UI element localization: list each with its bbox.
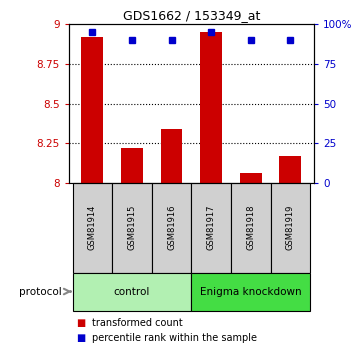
Text: GSM81917: GSM81917 xyxy=(206,205,216,250)
Title: GDS1662 / 153349_at: GDS1662 / 153349_at xyxy=(123,9,260,22)
Bar xyxy=(191,183,231,273)
Bar xyxy=(279,156,301,183)
Text: transformed count: transformed count xyxy=(92,318,183,327)
Text: ■: ■ xyxy=(76,318,85,327)
Bar xyxy=(152,183,191,273)
Text: percentile rank within the sample: percentile rank within the sample xyxy=(92,333,257,343)
Text: ■: ■ xyxy=(76,333,85,343)
Bar xyxy=(270,183,310,273)
Bar xyxy=(121,148,143,183)
Text: Enigma knockdown: Enigma knockdown xyxy=(200,287,301,296)
Bar xyxy=(240,173,262,183)
Text: GSM81918: GSM81918 xyxy=(246,205,255,250)
Text: GSM81916: GSM81916 xyxy=(167,205,176,250)
Bar xyxy=(191,273,310,310)
Text: GSM81915: GSM81915 xyxy=(127,205,136,250)
Text: protocol: protocol xyxy=(19,287,61,296)
Text: control: control xyxy=(114,287,150,296)
Bar xyxy=(161,129,182,183)
Bar xyxy=(82,37,103,183)
Bar xyxy=(73,183,112,273)
Bar xyxy=(112,183,152,273)
Bar xyxy=(73,273,191,310)
Bar xyxy=(200,32,222,183)
Text: GSM81914: GSM81914 xyxy=(88,205,97,250)
Text: GSM81919: GSM81919 xyxy=(286,205,295,250)
Bar xyxy=(231,183,270,273)
